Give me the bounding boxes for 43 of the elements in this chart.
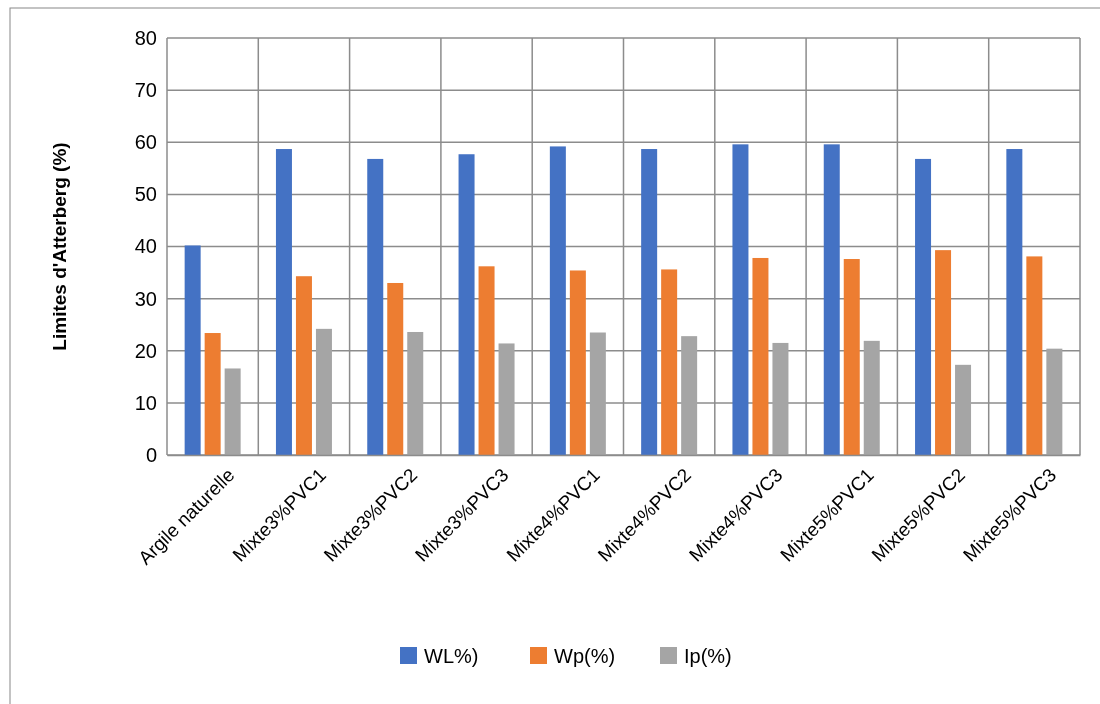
bar [569, 270, 586, 455]
legend-label: WL%) [424, 645, 479, 667]
bar [1006, 149, 1023, 455]
y-tick-label: 0 [145, 443, 157, 466]
bar [224, 368, 241, 455]
bar [1046, 348, 1063, 455]
bar [275, 149, 292, 455]
bar [752, 257, 769, 455]
y-tick-label: 20 [134, 339, 157, 362]
bar [772, 342, 789, 455]
legend-label: Ip(%) [684, 645, 732, 667]
bar [863, 340, 880, 455]
bar [935, 250, 952, 455]
bar [955, 364, 972, 455]
y-axis-title: Limites d'Atterberg (%) [49, 142, 70, 351]
bar [732, 144, 749, 455]
bar [458, 154, 475, 455]
bar [367, 158, 384, 455]
bar [407, 331, 424, 455]
bar [661, 269, 678, 455]
y-tick-label: 30 [134, 287, 157, 310]
bar [589, 332, 606, 455]
bar [843, 259, 860, 455]
bar [498, 343, 515, 455]
y-tick-label: 70 [134, 79, 157, 102]
bar [295, 276, 312, 455]
bar [184, 245, 201, 455]
bar [478, 266, 495, 455]
bar [1026, 256, 1043, 455]
y-tick-label: 60 [134, 131, 157, 154]
bar [823, 144, 840, 455]
bar [387, 282, 404, 455]
y-tick-label: 10 [134, 391, 157, 414]
y-tick-label: 80 [134, 26, 157, 49]
legend-label: Wp(%) [554, 645, 616, 667]
bar [549, 146, 566, 455]
bar [681, 336, 698, 455]
bar [915, 158, 932, 455]
bar [315, 328, 332, 455]
y-tick-label: 50 [134, 183, 157, 206]
bar [204, 333, 221, 455]
y-tick-label: 40 [134, 235, 157, 258]
bar [641, 149, 658, 455]
